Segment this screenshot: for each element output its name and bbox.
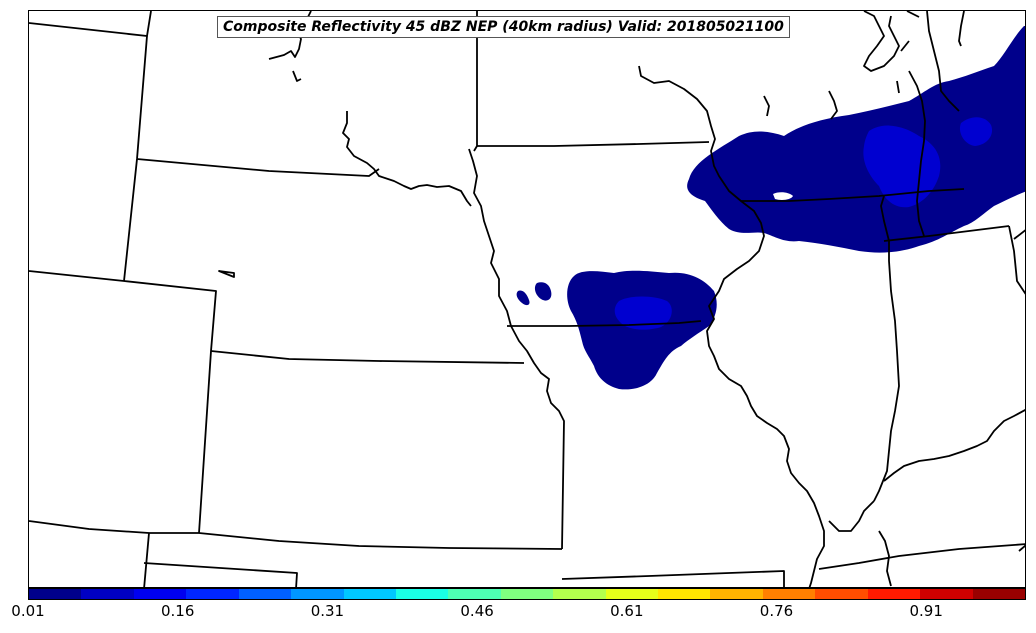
- lake-line: [218, 270, 235, 278]
- colorbar-segment: [238, 589, 292, 599]
- border-line: [477, 141, 710, 147]
- prob-area-mid-3: [959, 117, 993, 146]
- colorbar-tick-labels: 0.01 0.16 0.31 0.46 0.61 0.76 0.91: [11, 600, 1026, 630]
- border-line: [561, 570, 785, 587]
- coast-line: [900, 40, 910, 52]
- colorbar-tick-label: 0.16: [160, 602, 195, 620]
- colorbar: [28, 588, 1026, 600]
- state-borders: [29, 11, 1025, 587]
- colorbar-segment: [972, 589, 1026, 599]
- colorbar-segment: [81, 589, 134, 599]
- border-line: [136, 158, 380, 177]
- prob-area-iowa-missouri: [567, 270, 717, 390]
- border-line: [828, 500, 875, 532]
- prob-area-mid-1: [863, 125, 941, 208]
- border-line: [1013, 229, 1025, 240]
- coast-line: [878, 530, 892, 587]
- colorbar-segment: [605, 589, 659, 599]
- border-line: [123, 35, 148, 282]
- border-line: [143, 562, 298, 587]
- border-line: [143, 532, 150, 587]
- colorbar-segment: [186, 589, 239, 599]
- coast-line: [906, 11, 920, 18]
- prob-blob-small-2: [516, 290, 530, 306]
- probability-areas: [516, 26, 1025, 390]
- border-line: [468, 148, 565, 550]
- border-line: [29, 270, 217, 534]
- colorbar-segment: [395, 589, 449, 599]
- colorbar-segment: [710, 589, 763, 599]
- colorbar-tick-label: 0.01: [11, 602, 45, 620]
- colorbar-tick-label: 0.31: [310, 602, 345, 620]
- prob-area-mid-2: [614, 296, 672, 330]
- border-line: [210, 350, 525, 364]
- prob-area-northeast: [687, 26, 1025, 253]
- river-line: [342, 111, 472, 207]
- colorbar-segment: [343, 589, 396, 599]
- coast-line: [1018, 543, 1025, 552]
- map-canvas: [29, 11, 1025, 587]
- border-line: [818, 543, 1025, 570]
- colorbar-segment: [29, 589, 82, 599]
- colorbar-segment: [867, 589, 921, 599]
- river-line: [638, 65, 825, 587]
- border-line: [29, 520, 563, 550]
- colorbar-tick-label: 0.61: [610, 602, 644, 620]
- map-title: Composite Reflectivity 45 dBZ NEP (40km …: [217, 16, 790, 38]
- coast-line: [863, 11, 900, 72]
- coast-line: [958, 11, 965, 47]
- colorbar-segment: [500, 589, 554, 599]
- colorbar-segment: [448, 589, 501, 599]
- coast-line: [926, 11, 960, 112]
- colorbar-segment: [291, 589, 344, 599]
- river-line: [883, 409, 1025, 482]
- coast-line: [763, 95, 770, 117]
- coast-line: [896, 80, 900, 94]
- colorbar-tick-label: 0.46: [460, 602, 494, 620]
- border-line: [873, 195, 900, 502]
- border-line: [29, 11, 152, 37]
- colorbar-tick-label: 0.91: [909, 602, 943, 620]
- colorbar-tick-label: 0.76: [759, 602, 794, 620]
- border-line: [1008, 225, 1025, 295]
- colorbar-segment: [815, 589, 868, 599]
- border-line: [741, 188, 965, 202]
- map-panel: Composite Reflectivity 45 dBZ NEP (40km …: [28, 10, 1026, 588]
- prob-gap: [773, 192, 793, 200]
- colorbar-segment: [762, 589, 816, 599]
- border-line: [883, 225, 1010, 242]
- coast-line: [292, 70, 302, 82]
- border-line: [507, 320, 702, 327]
- colorbar-segment: [133, 589, 187, 599]
- colorbar-segment: [553, 589, 606, 599]
- colorbar-segment: [920, 589, 973, 599]
- coast-line: [908, 70, 926, 237]
- colorbar-segment: [658, 589, 711, 599]
- prob-blob-small-1: [534, 282, 552, 301]
- coast-line: [828, 90, 838, 120]
